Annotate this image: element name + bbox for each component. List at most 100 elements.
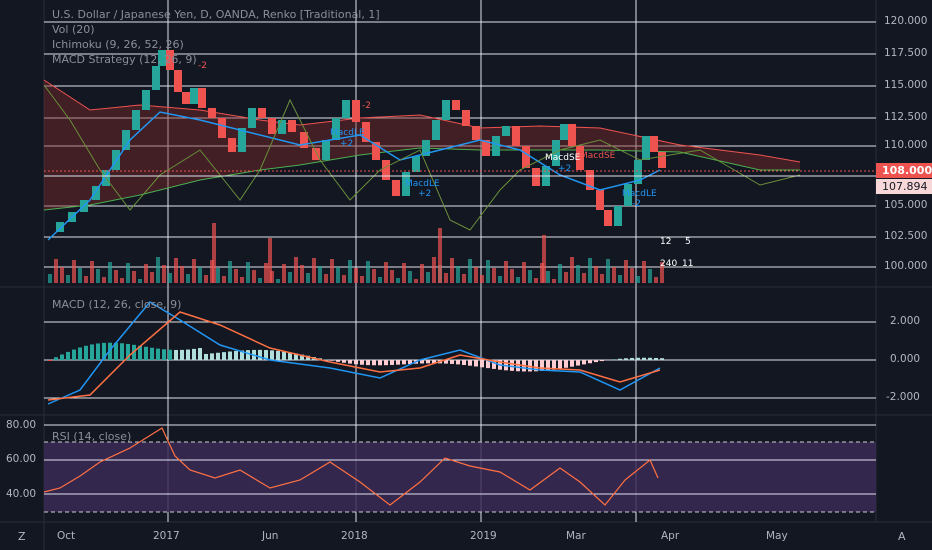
macd-histogram-bar — [468, 360, 472, 366]
renko-brick — [342, 100, 350, 118]
time-axis-label: Apr — [661, 530, 679, 542]
overlay-count: 12 — [660, 237, 671, 247]
volume-bar — [570, 257, 574, 283]
volume-bar — [324, 274, 328, 283]
macd-le-marker: MacdLE — [405, 179, 440, 189]
legend-main-symbol[interactable]: U.S. Dollar / Japanese Yen, D, OANDA, Re… — [52, 7, 380, 22]
last-price-tag: 108.000 — [876, 163, 932, 178]
volume-bar — [212, 223, 216, 283]
renko-brick — [658, 152, 666, 168]
rsi-axis-label: 80.00 — [6, 419, 36, 431]
renko-brick — [152, 66, 160, 90]
renko-brick — [208, 108, 216, 118]
renko-brick — [412, 156, 420, 172]
macd-histogram-bar — [462, 360, 466, 365]
macd-histogram-bar — [348, 360, 352, 364]
macd-le-count: +2 — [340, 139, 353, 149]
macd-histogram-bar — [630, 358, 634, 360]
macd-histogram-bar — [48, 360, 52, 361]
macd-histogram-bar — [336, 360, 340, 362]
macd-histogram-bar — [576, 360, 580, 366]
volume-bar — [612, 267, 616, 283]
renko-brick — [248, 108, 256, 128]
overlay-count: 240 — [660, 259, 677, 269]
macd-histogram-bar — [156, 349, 160, 360]
volume-bar — [138, 279, 142, 283]
volume-bar — [624, 260, 628, 283]
macd-histogram-bar — [366, 360, 370, 365]
macd-histogram-bar — [204, 354, 208, 360]
macd-histogram-bar — [198, 348, 202, 360]
macd-histogram-bar — [390, 360, 394, 365]
volume-bar — [240, 277, 244, 283]
volume-bar — [468, 259, 472, 283]
legend-macd-strategy[interactable]: MACD Strategy (12, 26, 9) — [52, 52, 380, 67]
macd-histogram-bar — [162, 349, 166, 360]
volume-bar — [462, 274, 466, 283]
legend-macd[interactable]: MACD (12, 26, close, 9) — [52, 297, 181, 312]
time-axis-label: Mar — [566, 530, 586, 542]
macd-histogram-bar — [276, 351, 280, 360]
volume-bar — [450, 258, 454, 283]
volume-bar — [84, 276, 88, 283]
macd-le-count: +2 — [418, 189, 431, 199]
renko-brick — [174, 70, 182, 92]
volume-bar — [408, 271, 412, 283]
volume-bar — [294, 257, 298, 283]
legend-rsi[interactable]: RSI (14, close) — [52, 429, 131, 444]
volume-bar — [510, 269, 514, 283]
price-axis-label: 117.500 — [884, 47, 927, 59]
volume-bar — [252, 270, 256, 283]
macd-histogram-bar — [282, 352, 286, 360]
volume-bar — [72, 260, 76, 283]
volume-bar — [360, 276, 364, 283]
macd-histogram-bar — [342, 360, 346, 363]
volume-bar — [264, 263, 268, 283]
macd-histogram-bar — [228, 352, 232, 360]
volume-bar — [542, 235, 546, 283]
macd-histogram-bar — [600, 360, 604, 361]
macd-histogram-bar — [510, 360, 514, 371]
macd-histogram-bar — [60, 354, 64, 360]
volume-bar — [582, 273, 586, 283]
volume-bar — [396, 278, 400, 283]
volume-bar — [588, 258, 592, 283]
legend-ichimoku[interactable]: Ichimoku (9, 26, 52, 26) — [52, 37, 380, 52]
renko-brick — [452, 100, 460, 110]
volume-bar — [288, 272, 292, 283]
macd-histogram-bar — [384, 360, 388, 365]
volume-bar — [306, 273, 310, 283]
volume-bar — [78, 268, 82, 283]
macd-histogram-bar — [90, 344, 94, 360]
volume-bar — [204, 275, 208, 283]
time-axis-label: 2018 — [341, 530, 368, 542]
macd-histogram-bar — [210, 353, 214, 360]
renko-brick — [268, 118, 276, 134]
volume-bar — [576, 265, 580, 283]
macd-histogram-bar — [150, 348, 154, 360]
renko-brick — [472, 126, 480, 140]
zoom-reset-button[interactable]: Z — [18, 530, 26, 543]
price-axis-label: 110.000 — [884, 139, 927, 151]
price-axis-label: 120.000 — [884, 15, 927, 27]
legend-vol[interactable]: Vol (20) — [52, 22, 380, 37]
auto-scale-button[interactable]: A — [898, 530, 906, 543]
macd-histogram-bar — [222, 352, 226, 360]
macd-histogram-bar — [174, 350, 178, 360]
macd-se-marker: MacdSE — [545, 153, 581, 163]
volume-bar — [348, 260, 352, 283]
renko-brick — [442, 100, 450, 120]
macd-histogram-bar — [354, 360, 358, 364]
renko-brick — [382, 160, 390, 180]
volume-bar — [174, 258, 178, 283]
volume-bar — [594, 266, 598, 283]
volume-bar — [336, 267, 340, 283]
volume-bar — [456, 266, 460, 283]
macd-histogram-bar — [558, 360, 562, 369]
renko-brick — [512, 126, 520, 146]
macd-histogram-bar — [66, 352, 70, 360]
volume-bar — [102, 277, 106, 283]
volume-bar — [198, 267, 202, 283]
volume-bar — [534, 278, 538, 283]
